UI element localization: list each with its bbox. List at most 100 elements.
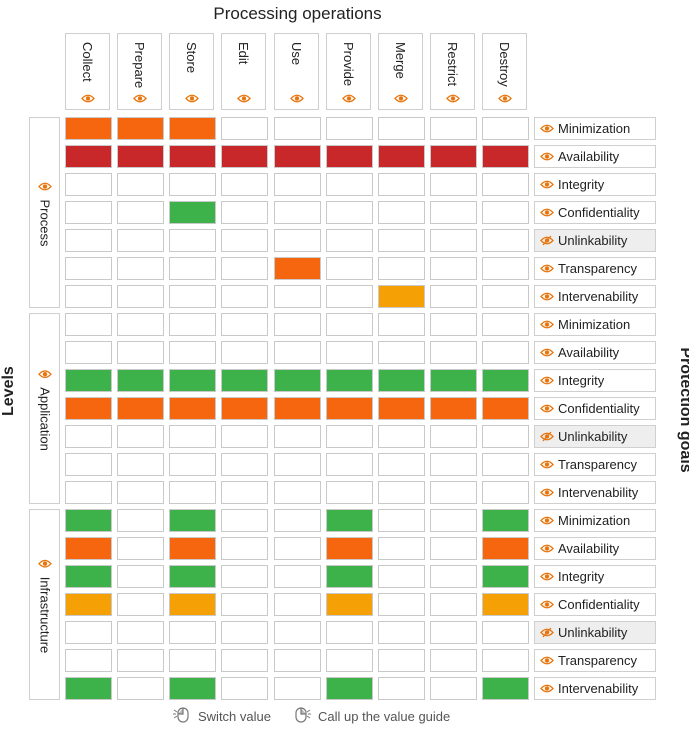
matrix-cell[interactable] [221, 229, 268, 252]
matrix-cell[interactable] [482, 285, 529, 308]
goal-transparency-infrastructure[interactable]: Transparency [534, 649, 656, 672]
matrix-cell[interactable] [274, 201, 321, 224]
matrix-cell[interactable] [221, 173, 268, 196]
matrix-cell[interactable] [326, 537, 373, 560]
matrix-cell[interactable] [65, 257, 112, 280]
matrix-cell[interactable] [430, 285, 477, 308]
matrix-cell[interactable] [65, 117, 112, 140]
matrix-cell[interactable] [482, 313, 529, 336]
matrix-cell[interactable] [430, 593, 477, 616]
matrix-cell[interactable] [482, 201, 529, 224]
matrix-cell[interactable] [221, 481, 268, 504]
eye-slash-icon[interactable] [540, 627, 554, 638]
matrix-cell[interactable] [274, 369, 321, 392]
matrix-cell[interactable] [169, 173, 216, 196]
matrix-cell[interactable] [117, 537, 164, 560]
matrix-cell[interactable] [326, 453, 373, 476]
matrix-cell[interactable] [169, 565, 216, 588]
eye-icon[interactable] [540, 319, 554, 330]
goal-availability-application[interactable]: Availability [534, 341, 656, 364]
matrix-cell[interactable] [482, 537, 529, 560]
matrix-cell[interactable] [326, 117, 373, 140]
matrix-cell[interactable] [378, 537, 425, 560]
matrix-cell[interactable] [430, 509, 477, 532]
matrix-cell[interactable] [482, 229, 529, 252]
matrix-cell[interactable] [378, 117, 425, 140]
matrix-cell[interactable] [274, 593, 321, 616]
matrix-cell[interactable] [274, 565, 321, 588]
matrix-cell[interactable] [326, 257, 373, 280]
goal-availability-process[interactable]: Availability [534, 145, 656, 168]
matrix-cell[interactable] [378, 425, 425, 448]
matrix-cell[interactable] [326, 565, 373, 588]
matrix-cell[interactable] [169, 621, 216, 644]
matrix-cell[interactable] [117, 565, 164, 588]
goal-unlinkability-infrastructure[interactable]: Unlinkability [534, 621, 656, 644]
matrix-cell[interactable] [378, 565, 425, 588]
matrix-cell[interactable] [378, 397, 425, 420]
matrix-cell[interactable] [169, 313, 216, 336]
level-application[interactable]: Application [29, 313, 60, 504]
matrix-cell[interactable] [378, 509, 425, 532]
matrix-cell[interactable] [274, 145, 321, 168]
matrix-cell[interactable] [65, 201, 112, 224]
matrix-cell[interactable] [65, 621, 112, 644]
matrix-cell[interactable] [65, 537, 112, 560]
goal-integrity-infrastructure[interactable]: Integrity [534, 565, 656, 588]
matrix-cell[interactable] [169, 481, 216, 504]
matrix-cell[interactable] [221, 453, 268, 476]
matrix-cell[interactable] [430, 313, 477, 336]
matrix-cell[interactable] [169, 537, 216, 560]
matrix-cell[interactable] [326, 313, 373, 336]
matrix-cell[interactable] [169, 397, 216, 420]
goal-confidentiality-process[interactable]: Confidentiality [534, 201, 656, 224]
matrix-cell[interactable] [482, 565, 529, 588]
matrix-cell[interactable] [378, 621, 425, 644]
matrix-cell[interactable] [117, 677, 164, 700]
level-process[interactable]: Process [29, 117, 60, 308]
matrix-cell[interactable] [117, 593, 164, 616]
matrix-cell[interactable] [117, 285, 164, 308]
matrix-cell[interactable] [117, 621, 164, 644]
matrix-cell[interactable] [169, 285, 216, 308]
matrix-cell[interactable] [221, 117, 268, 140]
matrix-cell[interactable] [65, 229, 112, 252]
goal-availability-infrastructure[interactable]: Availability [534, 537, 656, 560]
goal-intervenability-application[interactable]: Intervenability [534, 481, 656, 504]
matrix-cell[interactable] [117, 453, 164, 476]
matrix-cell[interactable] [326, 145, 373, 168]
matrix-cell[interactable] [169, 509, 216, 532]
eye-icon[interactable] [289, 93, 304, 104]
matrix-cell[interactable] [221, 425, 268, 448]
matrix-cell[interactable] [221, 649, 268, 672]
matrix-cell[interactable] [169, 649, 216, 672]
eye-icon[interactable] [540, 263, 554, 274]
matrix-cell[interactable] [65, 369, 112, 392]
matrix-cell[interactable] [430, 649, 477, 672]
matrix-cell[interactable] [117, 229, 164, 252]
matrix-cell[interactable] [65, 509, 112, 532]
matrix-cell[interactable] [378, 369, 425, 392]
goal-intervenability-infrastructure[interactable]: Intervenability [534, 677, 656, 700]
goal-minimization-process[interactable]: Minimization [534, 117, 656, 140]
matrix-cell[interactable] [430, 621, 477, 644]
matrix-cell[interactable] [326, 341, 373, 364]
matrix-cell[interactable] [482, 117, 529, 140]
matrix-cell[interactable] [430, 677, 477, 700]
eye-icon[interactable] [393, 93, 408, 104]
goal-minimization-application[interactable]: Minimization [534, 313, 656, 336]
matrix-cell[interactable] [378, 649, 425, 672]
matrix-cell[interactable] [326, 229, 373, 252]
matrix-cell[interactable] [117, 173, 164, 196]
matrix-cell[interactable] [430, 117, 477, 140]
matrix-cell[interactable] [274, 341, 321, 364]
eye-icon[interactable] [540, 515, 554, 526]
matrix-cell[interactable] [117, 201, 164, 224]
matrix-cell[interactable] [378, 285, 425, 308]
matrix-cell[interactable] [274, 677, 321, 700]
matrix-cell[interactable] [221, 565, 268, 588]
matrix-cell[interactable] [430, 537, 477, 560]
matrix-cell[interactable] [65, 173, 112, 196]
matrix-cell[interactable] [65, 649, 112, 672]
operation-header-merge[interactable]: Merge [378, 33, 423, 110]
